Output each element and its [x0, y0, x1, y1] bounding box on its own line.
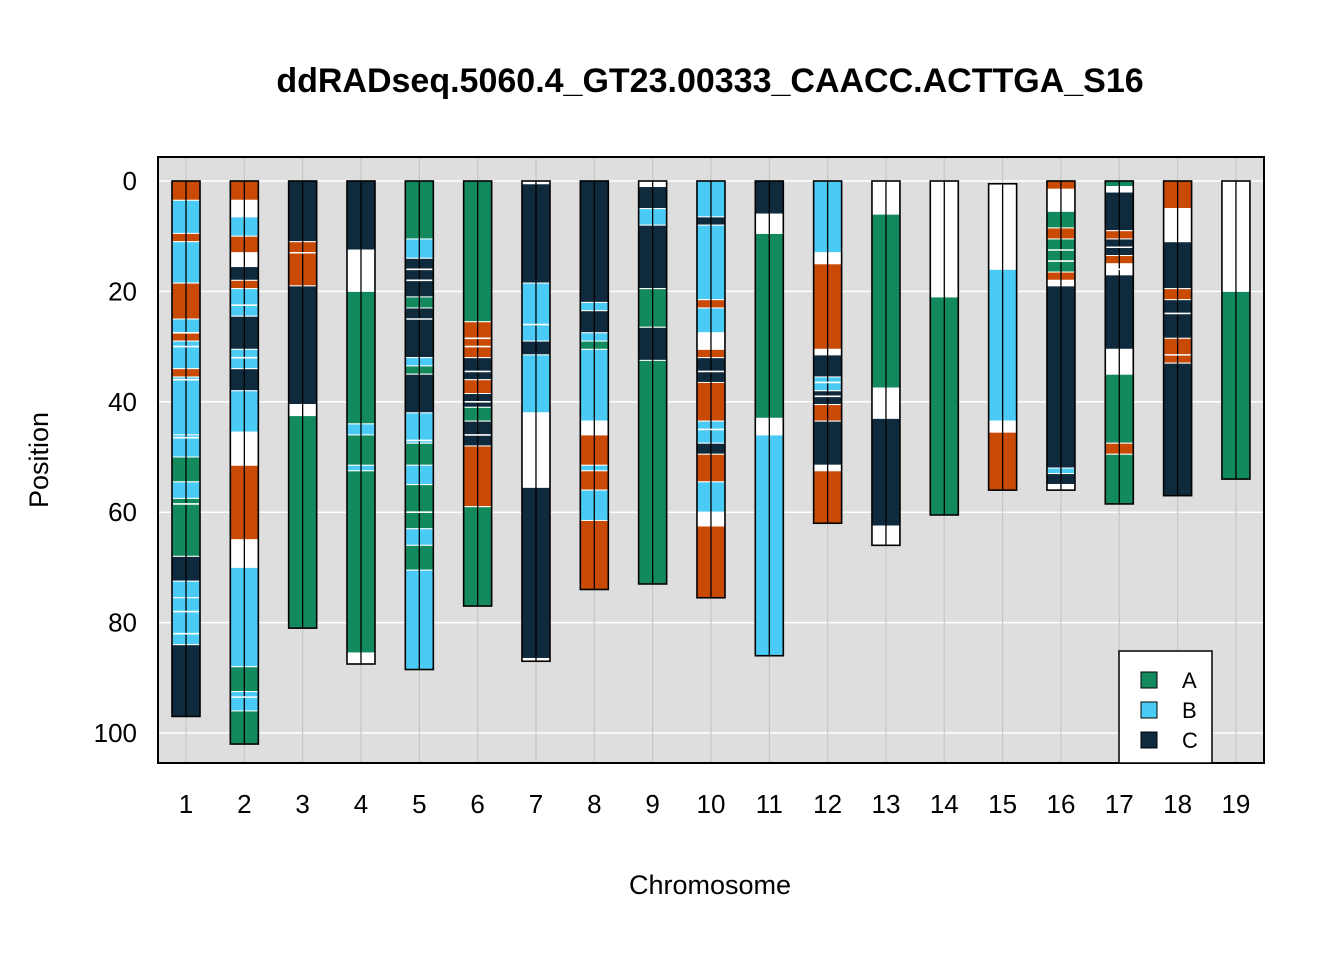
- chart-title: ddRADseq.5060.4_GT23.00333_CAACC.ACTTGA_…: [276, 62, 1143, 100]
- chromosome-7: [521, 180, 551, 663]
- chromosome-12: [812, 180, 843, 525]
- legend-swatch-C: [1140, 731, 1158, 749]
- x-tick-label: 13: [871, 789, 900, 819]
- y-tick-label: 0: [123, 166, 137, 196]
- chromosome-19: [1221, 180, 1251, 480]
- legend-box: [1118, 650, 1213, 764]
- chromosome-2: [229, 180, 260, 745]
- legend-swatch-A: [1140, 671, 1158, 689]
- chromosome-18: [1162, 180, 1193, 497]
- chromosome-5: [404, 180, 435, 671]
- x-tick-label: 8: [587, 789, 601, 819]
- x-tick-label: 5: [412, 789, 426, 819]
- plot-frame: [157, 156, 1265, 764]
- chromosome-10: [696, 180, 726, 599]
- x-tick-label: 19: [1221, 789, 1250, 819]
- chromosome-17: [1104, 180, 1135, 505]
- x-tick-label: 12: [813, 789, 842, 819]
- chromosome-bars: [171, 180, 1251, 745]
- legend-label-B: B: [1182, 698, 1197, 723]
- legend-swatch-B: [1140, 701, 1158, 719]
- y-axis-ticks: 0 20 40 60 80 100: [94, 166, 137, 748]
- legend-label-C: C: [1182, 728, 1198, 753]
- y-tick-label: 100: [94, 718, 137, 748]
- y-tick-label: 40: [108, 387, 137, 417]
- x-axis-label: Chromosome: [629, 870, 791, 900]
- x-tick-label: 15: [988, 789, 1017, 819]
- x-tick-label: 17: [1105, 789, 1134, 819]
- y-tick-label: 60: [108, 497, 137, 527]
- chromosome-14: [929, 180, 960, 516]
- x-tick-label: 1: [179, 789, 193, 819]
- chromosome-6: [462, 180, 493, 607]
- x-tick-label: 11: [756, 789, 783, 819]
- x-tick-label: 18: [1163, 789, 1192, 819]
- chromosome-1: [171, 180, 201, 718]
- x-tick-label: 2: [237, 789, 251, 819]
- x-tick-label: 4: [354, 789, 368, 819]
- x-tick-label: 7: [529, 789, 543, 819]
- x-tick-label: 6: [470, 789, 484, 819]
- x-tick-label: 10: [697, 789, 726, 819]
- x-tick-label: 14: [930, 789, 959, 819]
- y-tick-label: 20: [108, 276, 137, 306]
- y-axis-label: Position: [24, 412, 54, 508]
- chromosome-11: [754, 180, 785, 657]
- x-tick-label: 9: [645, 789, 659, 819]
- chromosome-3: [287, 180, 318, 629]
- legend: ABC: [1118, 650, 1213, 764]
- legend-label-A: A: [1182, 668, 1197, 693]
- chromosome-15: [987, 182, 1018, 491]
- chromosome-9: [637, 180, 668, 585]
- x-tick-label: 3: [295, 789, 309, 819]
- y-tick-label: 80: [108, 608, 137, 638]
- chromosome-16: [1046, 180, 1076, 491]
- chromosome-4: [346, 180, 376, 665]
- chromosome-13: [871, 180, 901, 547]
- x-axis-ticks: 1 2 3 4 5 6 7 8 9 10 11 12 13 14 15 16 17 18 19: [179, 789, 1251, 819]
- x-tick-label: 16: [1046, 789, 1075, 819]
- chromosome-8: [579, 180, 610, 591]
